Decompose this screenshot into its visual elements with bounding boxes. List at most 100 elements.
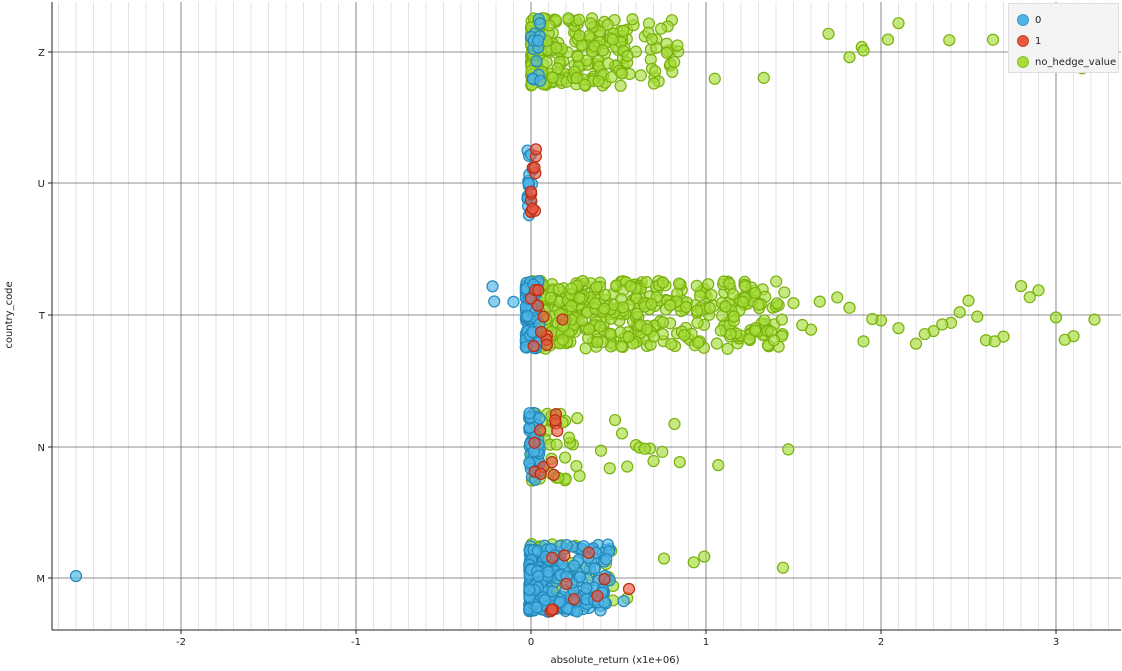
point-series-no-hedge-value [550, 41, 563, 55]
legend-item-1[interactable]: 1 [1017, 33, 1041, 49]
point-series-1 [551, 424, 564, 438]
point-series-0 [533, 412, 546, 425]
point-series-1 [524, 185, 538, 198]
point-series-no-hedge-value [678, 329, 691, 342]
point-series-no-hedge-value [634, 69, 647, 82]
point-series-no-hedge-value [712, 459, 725, 472]
point-series-no-hedge-value [601, 18, 614, 31]
point-series-1 [528, 436, 541, 449]
point-series-no-hedge-value [603, 462, 616, 475]
point-series-no-hedge-value [657, 552, 671, 565]
point-series-no-hedge-value [743, 332, 756, 345]
point-series-no-hedge-value [598, 302, 611, 315]
y-tick-label: N [38, 443, 45, 454]
point-series-no-hedge-value [1032, 284, 1045, 297]
point-series-no-hedge-value [770, 275, 783, 288]
point-series-no-hedge-value [782, 443, 795, 456]
point-series-1 [546, 551, 559, 564]
y-tick-label: M [36, 574, 45, 585]
point-series-1 [558, 549, 571, 562]
point-series-0 [521, 309, 534, 323]
point-series-1 [528, 161, 541, 174]
point-series-0 [546, 585, 559, 598]
point-series-1 [534, 467, 547, 481]
point-series-no-hedge-value [638, 442, 651, 455]
point-series-no-hedge-value [666, 65, 679, 79]
point-series-0 [580, 582, 593, 595]
point-series-no-hedge-value [622, 330, 635, 343]
point-series-1 [582, 546, 595, 559]
point-series-no-hedge-value [640, 323, 654, 336]
point-series-no-hedge-value [1049, 311, 1063, 324]
point-series-no-hedge-value [578, 78, 591, 91]
point-series-no-hedge-value [776, 561, 790, 574]
point-series-no-hedge-value [626, 13, 639, 26]
y-tick-label: Z [38, 48, 45, 59]
legend-item-0[interactable]: 0 [1017, 12, 1041, 28]
point-series-no-hedge-value [971, 310, 984, 323]
point-series-1 [567, 593, 581, 606]
point-series-no-hedge-value [857, 44, 870, 57]
point-series-no-hedge-value [575, 314, 589, 327]
point-series-no-hedge-value [668, 55, 681, 69]
point-series-no-hedge-value [787, 296, 800, 310]
point-series-no-hedge-value [988, 335, 1001, 348]
point-series-no-hedge-value [562, 12, 575, 25]
point-series-no-hedge-value [1058, 333, 1071, 346]
point-series-0 [560, 539, 573, 552]
legend-label-no-hedge-value: no_hedge_value [1035, 56, 1117, 68]
legend-swatch-0 [1017, 14, 1029, 26]
point-series-no-hedge-value [813, 295, 826, 308]
x-tick-label: -2 [176, 637, 186, 648]
point-series-1 [526, 202, 539, 215]
point-series-0 [600, 553, 613, 566]
y-tick-label: U [38, 179, 45, 190]
point-series-no-hedge-value [672, 277, 686, 290]
point-series-no-hedge-value [647, 77, 660, 90]
x-tick-label: 1 [703, 637, 709, 648]
point-series-0 [530, 55, 543, 68]
point-series-no-hedge-value [573, 29, 586, 42]
point-series-no-hedge-value [615, 427, 629, 440]
point-series-no-hedge-value [843, 301, 856, 314]
point-series-no-hedge-value [739, 280, 752, 293]
point-series-no-hedge-value [918, 327, 931, 341]
point-series-0 [539, 593, 552, 607]
point-series-1 [556, 313, 569, 326]
legend-item-no-hedge-value[interactable]: no_hedge_value [1017, 54, 1116, 70]
point-series-no-hedge-value [647, 454, 660, 468]
point-series-no-hedge-value [617, 24, 630, 37]
point-series-0 [534, 74, 547, 87]
point-series-1 [540, 338, 553, 351]
point-series-no-hedge-value [702, 278, 715, 291]
point-series-no-hedge-value [614, 79, 627, 92]
point-series-1 [545, 455, 559, 469]
point-series-no-hedge-value [775, 313, 788, 326]
point-series-no-hedge-value [590, 280, 603, 294]
point-series-no-hedge-value [589, 297, 602, 310]
point-series-no-hedge-value [656, 316, 670, 329]
point-series-no-hedge-value [757, 71, 770, 84]
point-series-no-hedge-value [691, 316, 704, 329]
point-series-1 [598, 573, 611, 586]
point-series-no-hedge-value [736, 295, 750, 309]
point-series-no-hedge-value [943, 34, 956, 47]
point-series-0 [532, 34, 545, 47]
point-series-1 [549, 414, 562, 427]
point-series-no-hedge-value [843, 51, 856, 64]
point-series-no-hedge-value [649, 65, 662, 78]
point-series-no-hedge-value [624, 280, 637, 293]
point-series-no-hedge-value [767, 334, 781, 347]
tick-labels: Z U T N M -2 -1 0 1 2 3 [36, 48, 1059, 648]
point-series-no-hedge-value [752, 298, 765, 311]
point-series-no-hedge-value [654, 22, 668, 35]
point-series-1 [532, 284, 545, 297]
legend-label-1: 1 [1035, 35, 1042, 47]
point-series-no-hedge-value [556, 333, 569, 346]
x-axis-label: absolute_return (x1e+06) [550, 655, 679, 666]
point-series-1 [545, 603, 559, 616]
grid-lines [52, 2, 1121, 630]
point-series-no-hedge-value [1088, 313, 1101, 326]
